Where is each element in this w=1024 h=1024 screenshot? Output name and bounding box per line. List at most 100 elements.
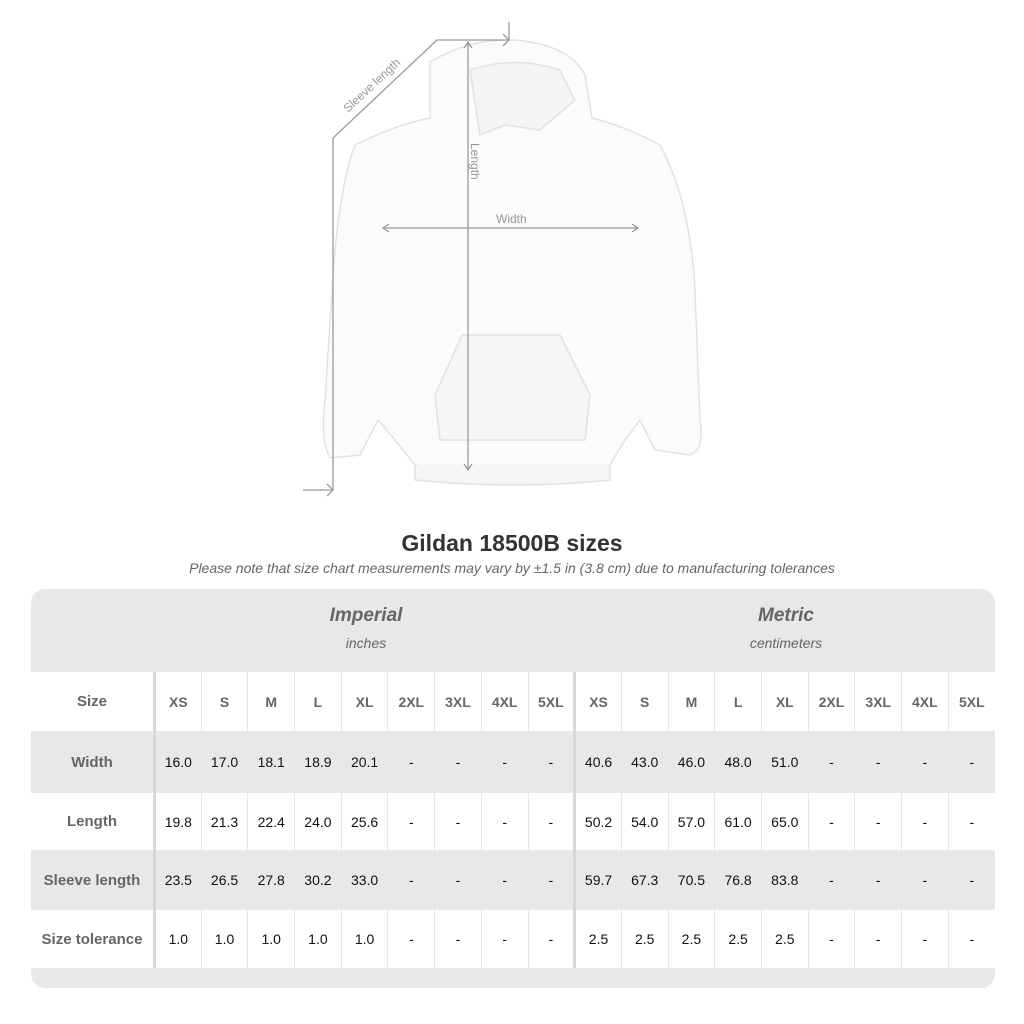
- imperial-cell: 33.0: [340, 850, 388, 910]
- metric-size-header: 2XL: [807, 672, 855, 731]
- metric-cell: 61.0: [714, 793, 762, 850]
- metric-cell: 2.5: [714, 910, 762, 968]
- imperial-cell: 1.0: [340, 910, 388, 968]
- metric-cell: 46.0: [667, 731, 715, 793]
- imperial-unit: inches: [345, 635, 387, 651]
- width-label: Width: [496, 212, 527, 226]
- metric-cell: 70.5: [667, 850, 715, 910]
- metric-size-header: 5XL: [947, 672, 995, 731]
- imperial-size-header: XS: [154, 672, 202, 731]
- imperial-cell: 20.1: [340, 731, 388, 793]
- imperial-cell: 19.8: [154, 793, 202, 850]
- imperial-size-header: L: [294, 672, 342, 731]
- imperial-size-header: S: [200, 672, 248, 731]
- imperial-size-header: 3XL: [434, 672, 482, 731]
- metric-title: Metric: [758, 605, 814, 626]
- table-row: Size tolerance 1.0 1.0 1.0 1.0 1.0- - - -2.5 2.5 2…: [31, 910, 995, 968]
- row-label: Width: [31, 731, 156, 793]
- row-label: Length: [31, 793, 156, 850]
- hoodie-diagram: Sleeve length Length Width: [303, 22, 702, 497]
- metric-cell: 51.0: [760, 731, 809, 793]
- row-label: Size tolerance: [31, 910, 156, 968]
- imperial-size-header: M: [247, 672, 295, 731]
- imperial-header: Imperial inches: [155, 605, 577, 651]
- metric-cell: -: [854, 731, 902, 793]
- metric-size-header: L: [714, 672, 762, 731]
- imperial-cell: -: [527, 793, 575, 850]
- imperial-cell: 27.8: [247, 850, 295, 910]
- imperial-size-header: 2XL: [387, 672, 435, 731]
- metric-header: Metric centimeters: [577, 605, 995, 651]
- metric-cell: -: [807, 850, 855, 910]
- row-label: Size: [31, 672, 156, 731]
- table-row: Sleeve length 23.5 26.5 27.8 30.2 33.0- - - -59.…: [31, 850, 995, 910]
- metric-cell: 65.0: [760, 793, 809, 850]
- metric-cell: -: [854, 910, 902, 968]
- imperial-cell: 17.0: [200, 731, 248, 793]
- metric-cell: 76.8: [714, 850, 762, 910]
- metric-cell: -: [947, 793, 995, 850]
- metric-cell: -: [901, 910, 949, 968]
- imperial-cell: 1.0: [247, 910, 295, 968]
- metric-cell: 54.0: [620, 793, 669, 850]
- length-label: Length: [468, 143, 482, 180]
- imperial-cell: 23.5: [154, 850, 202, 910]
- imperial-cell: 1.0: [200, 910, 248, 968]
- metric-cell: -: [947, 731, 995, 793]
- metric-cell: 48.0: [714, 731, 762, 793]
- imperial-cell: 22.4: [247, 793, 295, 850]
- imperial-cell: -: [387, 910, 435, 968]
- metric-cell: -: [901, 731, 949, 793]
- metric-cell: -: [947, 850, 995, 910]
- imperial-cell: 18.1: [247, 731, 295, 793]
- imperial-cell: -: [434, 793, 482, 850]
- imperial-cell: -: [480, 793, 528, 850]
- metric-size-header: XL: [760, 672, 809, 731]
- metric-cell: -: [807, 793, 855, 850]
- imperial-cell: -: [527, 850, 575, 910]
- metric-cell: 2.5: [667, 910, 715, 968]
- tolerance-note: Please note that size chart measurements…: [189, 560, 835, 576]
- imperial-size-header: XL: [340, 672, 388, 731]
- imperial-cell: -: [434, 850, 482, 910]
- imperial-cell: -: [434, 910, 482, 968]
- metric-size-header: XS: [573, 672, 622, 731]
- hoodie-illustration: [322, 39, 702, 486]
- imperial-title: Imperial: [329, 605, 403, 626]
- imperial-cell: -: [527, 910, 575, 968]
- imperial-cell: -: [387, 793, 435, 850]
- metric-cell: -: [947, 910, 995, 968]
- metric-cell: 67.3: [620, 850, 669, 910]
- measurement-lines: [303, 22, 640, 497]
- imperial-cell: 30.2: [294, 850, 342, 910]
- imperial-cell: -: [387, 731, 435, 793]
- imperial-cell: 25.6: [340, 793, 388, 850]
- metric-cell: -: [854, 850, 902, 910]
- imperial-cell: 18.9: [294, 731, 342, 793]
- imperial-cell: 1.0: [154, 910, 202, 968]
- imperial-cell: -: [480, 850, 528, 910]
- table-row: Width 16.0 17.0 18.1 18.9 20.1- - - -40.6 43.0 46.…: [31, 731, 995, 793]
- metric-cell: -: [807, 910, 855, 968]
- metric-cell: -: [901, 793, 949, 850]
- metric-size-header: 4XL: [901, 672, 949, 731]
- metric-unit: centimeters: [749, 635, 823, 651]
- imperial-cell: -: [434, 731, 482, 793]
- sleeve-length-label: Sleeve length: [340, 55, 403, 115]
- metric-size-header: 3XL: [854, 672, 902, 731]
- imperial-cell: 26.5: [200, 850, 248, 910]
- metric-cell: 43.0: [620, 731, 669, 793]
- imperial-size-header: 5XL: [527, 672, 575, 731]
- imperial-cell: -: [480, 910, 528, 968]
- metric-cell: -: [854, 793, 902, 850]
- imperial-cell: 1.0: [294, 910, 342, 968]
- metric-cell: 83.8: [760, 850, 809, 910]
- metric-cell: 40.6: [573, 731, 622, 793]
- metric-size-header: M: [667, 672, 715, 731]
- imperial-cell: -: [480, 731, 528, 793]
- metric-cell: 2.5: [573, 910, 622, 968]
- imperial-size-header: 4XL: [480, 672, 528, 731]
- imperial-cell: 24.0: [294, 793, 342, 850]
- metric-cell: 2.5: [760, 910, 809, 968]
- imperial-cell: -: [527, 731, 575, 793]
